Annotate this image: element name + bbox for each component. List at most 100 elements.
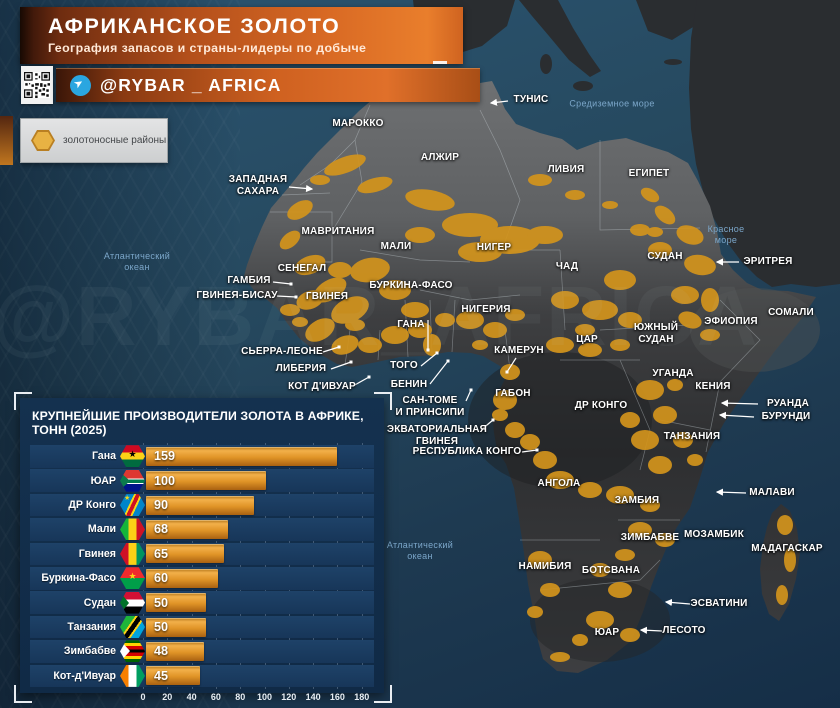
leader-dot (294, 295, 298, 299)
page-title: АФРИКАНСКОЕ ЗОЛОТО (48, 13, 341, 38)
leader-line (521, 449, 538, 453)
chart-bar: 50 (146, 617, 206, 637)
chart-bar-value: 45 (154, 668, 169, 683)
chart-row-label: Буркина-Фасо (41, 572, 116, 585)
gold-hexagon-icon (31, 130, 55, 151)
leader-line (465, 389, 472, 402)
sudan-flag-icon (120, 591, 145, 614)
chart-row-label: Танзания (67, 621, 116, 634)
x-axis-tick: 180 (354, 691, 370, 702)
chart-bar-value: 90 (154, 498, 169, 513)
chart-bar-value: 60 (154, 571, 169, 586)
chart-corner-bracket (374, 685, 392, 703)
chart-row: Танзания 50 (30, 615, 374, 639)
leader-line (276, 295, 297, 298)
chart-bar-value: 65 (154, 546, 169, 561)
qr-code-icon[interactable] (21, 66, 53, 104)
leader-line (352, 376, 370, 387)
title-banner: АФРИКАНСКОЕ ЗОЛОТО География запасов и с… (20, 7, 463, 64)
leader-line (429, 360, 449, 385)
leader-dot (505, 370, 509, 374)
burkina-flag-icon (120, 567, 145, 590)
telegram-handle: @RYBAR _ AFRICA (100, 74, 282, 95)
leader-dot (435, 351, 439, 355)
map-legend: золотоносные районы (20, 118, 168, 163)
leader-line (322, 346, 340, 353)
chart-row: Буркина-Фасо 60 (30, 566, 374, 590)
chart-row: Гвинея 65 (30, 542, 374, 566)
chart-row-label: ЮАР (90, 474, 116, 487)
leader-dot (337, 345, 341, 349)
telegram-handle-bar[interactable]: @RYBAR _ AFRICA (56, 68, 480, 102)
chart-bar: 48 (146, 641, 204, 661)
chart-row: Гана 159 (30, 445, 374, 468)
chart-corner-bracket (14, 685, 32, 703)
leader-line (664, 598, 691, 607)
leader-dot (426, 348, 430, 352)
leader-dot (469, 388, 473, 392)
chart-bar: 45 (146, 666, 200, 686)
chart-bar: 50 (146, 593, 206, 613)
chart-row-label: Мали (87, 523, 116, 536)
chart-row: ЮАР 100 (30, 469, 374, 492)
leader-dot (491, 418, 495, 422)
gold-areas (279, 154, 796, 662)
chart-bar: 60 (146, 568, 218, 588)
leader-line (480, 419, 494, 431)
chart-bar: 90 (146, 495, 254, 515)
chart-bar-value: 50 (154, 595, 169, 610)
leader-dot (446, 359, 450, 363)
civ-flag-icon (120, 664, 145, 687)
chart-bar: 68 (146, 519, 228, 539)
leader-line (330, 361, 352, 370)
chart-bar-value: 68 (154, 522, 169, 537)
x-axis-tick: 60 (210, 691, 221, 702)
chart-row-label: Зимбабве (63, 645, 116, 658)
chart-bar-value: 100 (154, 473, 176, 488)
chart-row: Судан 50 (30, 591, 374, 614)
leader-line (506, 357, 517, 373)
chart-row: ДР Конго 90 (30, 493, 374, 517)
chart-title: КРУПНЕЙШИЕ ПРОИЗВОДИТЕЛИ ЗОЛОТА В АФРИКЕ… (32, 409, 364, 437)
chart-row-label: Кот-д'Ивуар (53, 669, 116, 682)
x-axis-tick: 100 (256, 691, 273, 702)
leader-line (718, 411, 755, 419)
chart-row-label: ДР Конго (68, 499, 116, 512)
leader-line (639, 626, 663, 634)
chart-row: Кот-д'Ивуар 45 (30, 664, 374, 688)
chart-row-label: Гвинея (78, 547, 116, 560)
x-axis-tick: 160 (329, 691, 345, 702)
mali-flag-icon (120, 518, 145, 541)
chart-corner-bracket (14, 392, 32, 410)
legend-accent-tab (0, 116, 13, 165)
chart-bar-value: 48 (154, 644, 169, 659)
chart-x-axis: 0 20 40 60 80 100 120 140 160 180 (140, 689, 370, 704)
producers-bar-chart: КРУПНЕЙШИЕ ПРОИЗВОДИТЕЛИ ЗОЛОТА В АФРИКЕ… (20, 398, 384, 702)
leader-dot (289, 282, 293, 286)
x-axis-tick: 120 (281, 691, 297, 702)
telegram-icon (70, 74, 91, 96)
x-axis-tick: 140 (305, 691, 321, 702)
x-axis-tick: 80 (235, 691, 246, 702)
leader-dot (367, 375, 371, 379)
chart-bar: 100 (146, 471, 266, 491)
x-axis-tick: 40 (186, 691, 197, 702)
chart-bar-value: 50 (154, 620, 169, 635)
chart-row: Мали 68 (30, 518, 374, 541)
leader-dot (349, 360, 353, 364)
leader-dot (535, 448, 539, 452)
chart-bar-value: 159 (154, 449, 176, 464)
legend-label: золотоносные районы (63, 135, 167, 146)
chart-bar: 159 (146, 446, 337, 466)
leader-line (288, 184, 314, 193)
chart-bar: 65 (146, 544, 224, 564)
qr-pattern (24, 72, 50, 98)
ghana-flag-icon (120, 445, 145, 468)
chart-rows: Гана 159 ЮАР 100 ДР Конго 90 Мали 68 Гвинея 65 Бур… (30, 443, 374, 690)
chart-row-label: Гана (91, 450, 116, 463)
leader-line (720, 399, 759, 407)
chart-row-label: Судан (83, 596, 116, 609)
